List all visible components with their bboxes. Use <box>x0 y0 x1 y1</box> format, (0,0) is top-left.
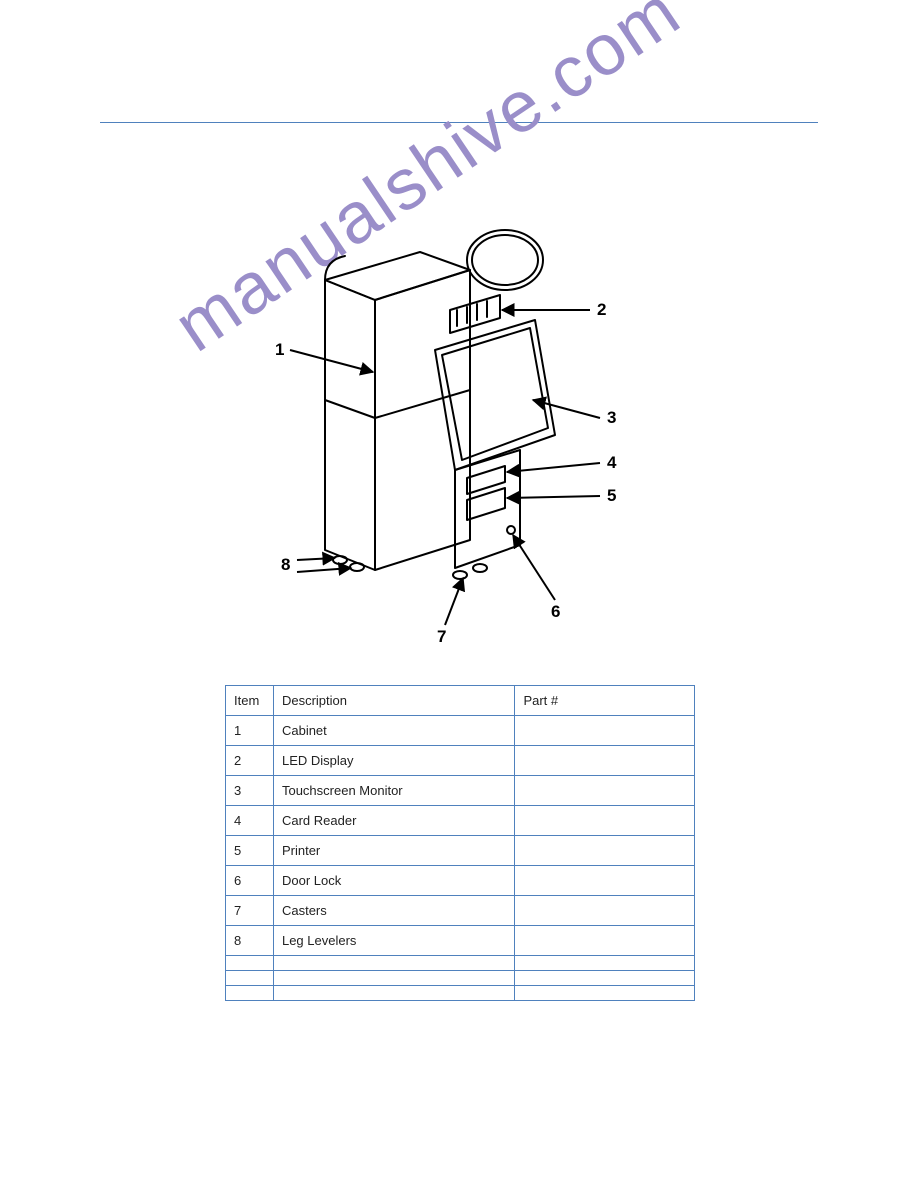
col-header-item: Item <box>226 686 274 716</box>
callout-4: 4 <box>607 453 616 473</box>
header-title <box>100 72 818 90</box>
callout-6: 6 <box>551 602 560 622</box>
page-header <box>100 72 818 123</box>
parts-table-body: Item Description Part # 1Cabinet 2LED Di… <box>226 686 695 1001</box>
col-header-description: Description <box>273 686 514 716</box>
table-row: 6Door Lock <box>226 866 695 896</box>
table-row: 1Cabinet <box>226 716 695 746</box>
kiosk-diagram <box>255 200 685 645</box>
table-row <box>226 956 695 971</box>
table-header-row: Item Description Part # <box>226 686 695 716</box>
callout-3: 3 <box>607 408 616 428</box>
table-row: 4Card Reader <box>226 806 695 836</box>
callout-8: 8 <box>281 555 290 575</box>
header-rule <box>100 122 818 123</box>
parts-table: Item Description Part # 1Cabinet 2LED Di… <box>225 685 695 1001</box>
header-subtitle <box>100 94 818 112</box>
callout-7: 7 <box>437 627 446 647</box>
table-row: 5Printer <box>226 836 695 866</box>
callout-5: 5 <box>607 486 616 506</box>
table-row <box>226 986 695 1001</box>
callout-1: 1 <box>275 340 284 360</box>
exploded-figure: 1 2 3 4 5 6 7 8 <box>255 200 685 645</box>
table-row <box>226 971 695 986</box>
page: manualshive.com <box>0 0 918 1188</box>
table-row: 8Leg Levelers <box>226 926 695 956</box>
table-row: 2LED Display <box>226 746 695 776</box>
table-row: 7Casters <box>226 896 695 926</box>
callout-2: 2 <box>597 300 606 320</box>
table-row: 3Touchscreen Monitor <box>226 776 695 806</box>
col-header-part: Part # <box>515 686 695 716</box>
